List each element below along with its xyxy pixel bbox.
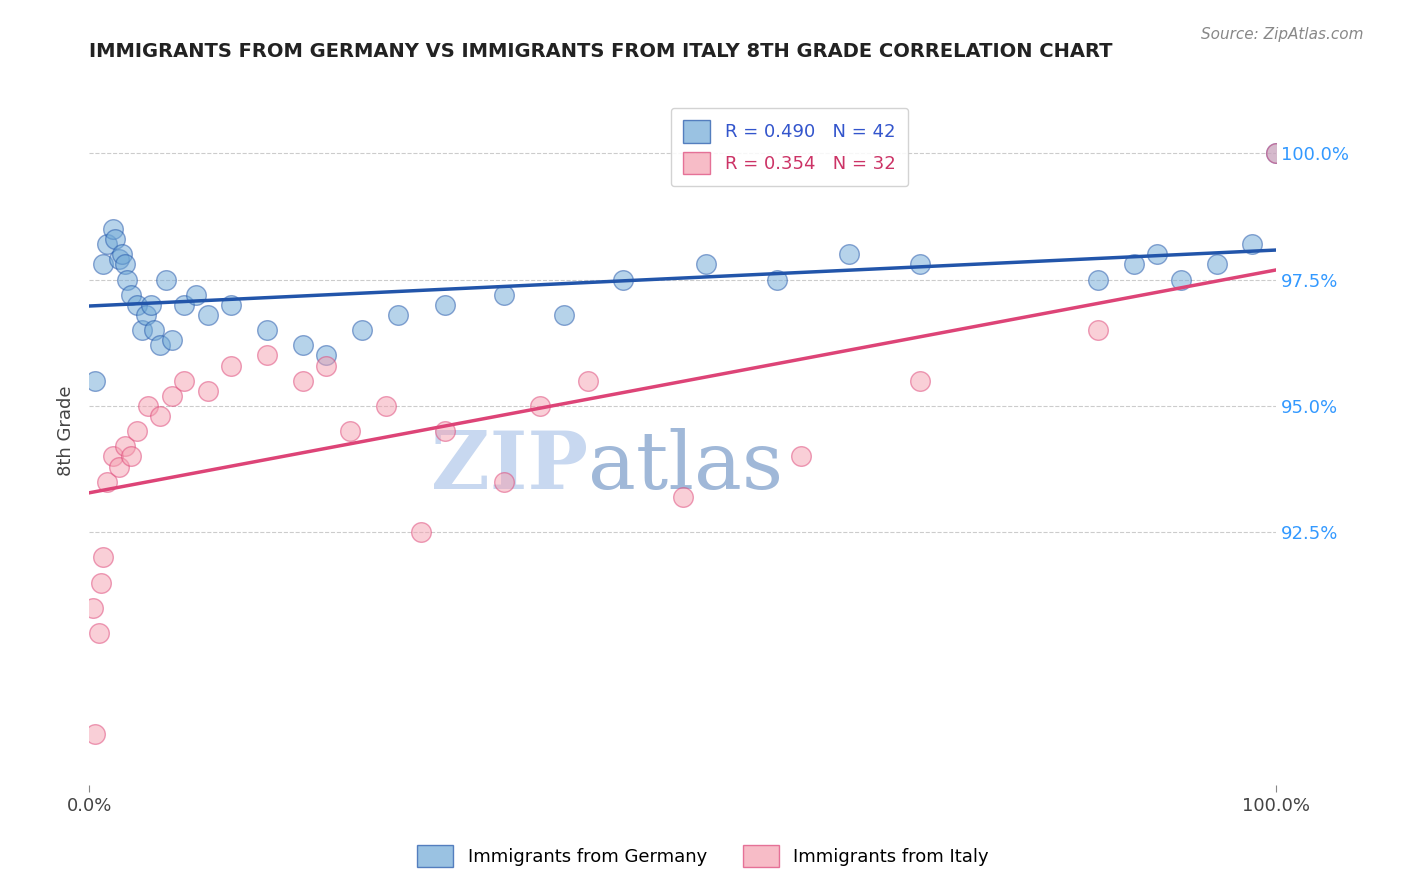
Point xyxy=(339,424,361,438)
Point xyxy=(494,287,516,301)
Point xyxy=(84,374,107,388)
Point xyxy=(149,409,172,423)
Point xyxy=(84,727,107,741)
Point xyxy=(173,374,195,388)
Point xyxy=(908,258,931,272)
Point xyxy=(576,374,599,388)
Legend: Immigrants from Germany, Immigrants from Italy: Immigrants from Germany, Immigrants from… xyxy=(409,838,997,874)
Point xyxy=(352,323,374,337)
Point xyxy=(114,439,136,453)
Point xyxy=(1122,258,1144,272)
Point xyxy=(101,450,124,464)
Point xyxy=(197,384,219,398)
Text: atlas: atlas xyxy=(588,427,783,506)
Point xyxy=(160,389,183,403)
Point xyxy=(173,298,195,312)
Point xyxy=(143,323,166,337)
Text: ZIP: ZIP xyxy=(430,427,588,506)
Point xyxy=(96,237,118,252)
Point xyxy=(114,258,136,272)
Point xyxy=(82,601,104,615)
Point xyxy=(671,490,693,504)
Point xyxy=(138,399,160,413)
Point xyxy=(790,450,813,464)
Point xyxy=(695,258,717,272)
Point xyxy=(411,525,433,540)
Point xyxy=(221,359,243,373)
Point xyxy=(908,374,931,388)
Point xyxy=(221,298,243,312)
Text: Source: ZipAtlas.com: Source: ZipAtlas.com xyxy=(1201,27,1364,42)
Point xyxy=(184,287,207,301)
Point xyxy=(291,338,314,352)
Point xyxy=(131,323,153,337)
Point xyxy=(315,348,337,362)
Point xyxy=(1205,258,1227,272)
Point xyxy=(256,348,278,362)
Point xyxy=(91,550,114,565)
Point xyxy=(120,287,142,301)
Point xyxy=(553,308,575,322)
Point xyxy=(135,308,157,322)
Point xyxy=(90,575,112,590)
Point xyxy=(315,359,337,373)
Point xyxy=(1265,146,1288,161)
Point xyxy=(125,424,148,438)
Y-axis label: 8th Grade: 8th Grade xyxy=(58,386,75,476)
Point xyxy=(107,252,129,267)
Point xyxy=(125,298,148,312)
Point xyxy=(1265,146,1288,161)
Point xyxy=(120,450,142,464)
Legend: R = 0.490   N = 42, R = 0.354   N = 32: R = 0.490 N = 42, R = 0.354 N = 32 xyxy=(671,108,908,186)
Point xyxy=(529,399,551,413)
Point xyxy=(87,626,110,640)
Point xyxy=(1170,272,1192,286)
Point xyxy=(104,232,127,246)
Point xyxy=(838,247,860,261)
Point xyxy=(101,222,124,236)
Point xyxy=(155,272,177,286)
Point xyxy=(1146,247,1168,261)
Point xyxy=(111,247,134,261)
Point xyxy=(374,399,396,413)
Point xyxy=(256,323,278,337)
Point xyxy=(387,308,409,322)
Point xyxy=(434,298,457,312)
Point xyxy=(91,258,114,272)
Point xyxy=(149,338,172,352)
Point xyxy=(107,459,129,474)
Point xyxy=(115,272,138,286)
Point xyxy=(1087,272,1109,286)
Point xyxy=(1241,237,1264,252)
Point xyxy=(139,298,162,312)
Point xyxy=(96,475,118,489)
Point xyxy=(612,272,634,286)
Point xyxy=(291,374,314,388)
Point xyxy=(160,333,183,347)
Point xyxy=(494,475,516,489)
Point xyxy=(434,424,457,438)
Point xyxy=(197,308,219,322)
Point xyxy=(766,272,789,286)
Text: IMMIGRANTS FROM GERMANY VS IMMIGRANTS FROM ITALY 8TH GRADE CORRELATION CHART: IMMIGRANTS FROM GERMANY VS IMMIGRANTS FR… xyxy=(89,42,1112,61)
Point xyxy=(1087,323,1109,337)
